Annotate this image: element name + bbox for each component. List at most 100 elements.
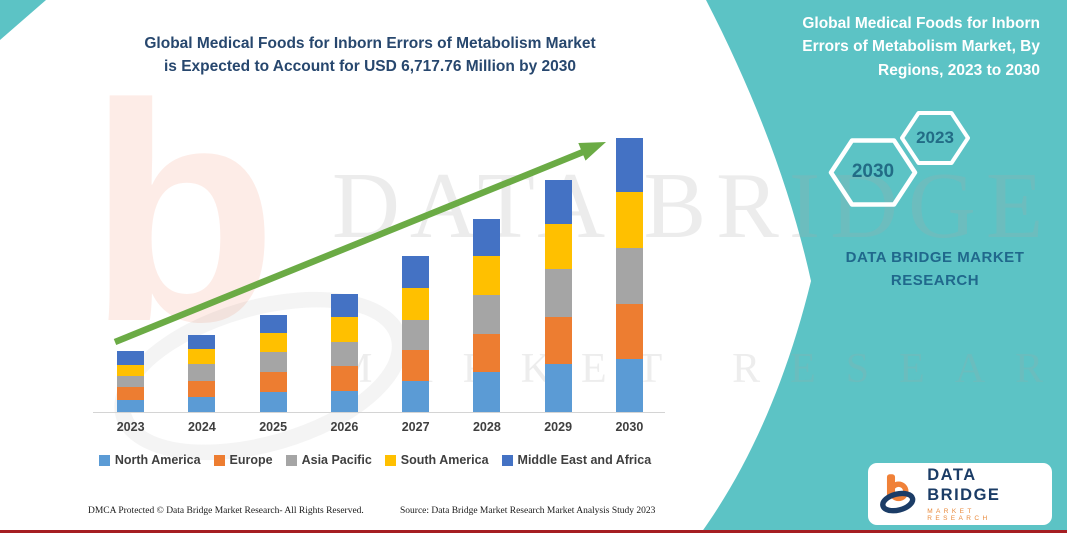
segment-2027-europe (402, 349, 430, 382)
segment-2027-south-america (402, 288, 430, 320)
legend-swatch-icon (98, 454, 110, 466)
chart-legend: North America Europe Asia Pacific South Ame… (75, 453, 675, 467)
legend-label: Asia Pacific (301, 453, 372, 467)
stacked-bar-2029 (544, 179, 572, 412)
x-axis-label-2028: 2028 (472, 420, 501, 434)
bar-slot-2024 (166, 128, 237, 412)
stacked-bar-2027 (402, 255, 430, 412)
x-axis-label-2025: 2025 (259, 420, 288, 434)
legend-swatch-icon (285, 454, 297, 466)
segment-2026-south-america (330, 317, 358, 343)
segment-2023-north-america (117, 399, 145, 412)
segment-2024-south-america (188, 349, 216, 365)
stacked-bar-2025 (259, 315, 287, 412)
hexagon-label-2023: 2023 (916, 128, 954, 147)
hexagon-label-2030: 2030 (851, 161, 895, 182)
source-notice: Source: Data Bridge Market Research Mark… (400, 506, 656, 516)
segment-2028-asia-pacific (473, 294, 501, 335)
legend-item-middle-east-and-africa: Middle East and Africa (501, 453, 652, 467)
segment-2026-north-america (330, 391, 358, 412)
logo-card-text: DATA BRIDGE MARKET RESEARCH (927, 466, 1042, 522)
legend-label: North America (114, 453, 201, 467)
bar-slot-2025 (238, 128, 309, 412)
segment-2029-south-america (544, 224, 572, 270)
side-panel-heading: Global Medical Foods for Inborn Errors o… (802, 15, 1040, 79)
bottom-accent-line (0, 530, 1067, 533)
stacked-bar-2030 (615, 137, 643, 412)
segment-2028-europe (473, 334, 501, 372)
logo-brand-subtitle: MARKET RESEARCH (927, 507, 991, 522)
segment-2023-asia-pacific (117, 375, 145, 388)
segment-2026-asia-pacific (330, 342, 358, 367)
bar-slot-2026 (309, 128, 380, 412)
stacked-bar-2023 (117, 351, 145, 412)
legend-swatch-icon (501, 454, 513, 466)
segment-2023-europe (117, 387, 145, 400)
segment-2029-north-america (544, 364, 572, 412)
segment-2028-middle-east-and-africa (473, 218, 501, 257)
stacked-bar-2028 (473, 218, 501, 412)
chart-title-line1: Global Medical Foods for Inborn Errors o… (144, 35, 596, 52)
logo-card: DATA BRIDGE MARKET RESEARCH (868, 463, 1052, 525)
segment-2024-asia-pacific (188, 364, 216, 381)
segment-2025-north-america (259, 392, 287, 412)
legend-item-asia-pacific: Asia Pacific (285, 453, 372, 467)
chart-title: Global Medical Foods for Inborn Errors o… (100, 32, 640, 79)
segment-2030-middle-east-and-africa (615, 137, 643, 193)
x-axis-label-2030: 2030 (615, 420, 644, 434)
chart-title-line2: is Expected to Account for USD 6,717.76 … (163, 58, 577, 76)
legend-swatch-icon (384, 454, 396, 466)
logo-brand-name: DATA BRIDGE (927, 466, 1001, 504)
legend-label: Middle East and Africa (517, 453, 652, 467)
x-axis-label-2029: 2029 (544, 420, 573, 434)
segment-2029-middle-east-and-africa (544, 179, 572, 225)
segment-2026-middle-east-and-africa (330, 294, 358, 318)
x-axis-label-2023: 2023 (116, 420, 145, 434)
legend-item-south-america: South America (384, 453, 489, 467)
segment-2027-middle-east-and-africa (402, 255, 430, 289)
legend-item-europe: Europe (213, 453, 273, 467)
segment-2026-europe (330, 366, 358, 392)
segment-2024-middle-east-and-africa (188, 334, 216, 350)
side-panel-brand-text: DATA BRIDGE MARKET RESEARCH (845, 249, 1025, 290)
segment-2030-north-america (615, 359, 643, 412)
bar-slot-2030 (594, 128, 665, 412)
segment-2029-asia-pacific (544, 269, 572, 318)
segment-2023-middle-east-and-africa (117, 351, 145, 365)
x-axis-line (93, 412, 665, 413)
dmca-notice: DMCA Protected © Data Bridge Market Rese… (88, 506, 364, 516)
segment-2027-north-america (402, 381, 430, 412)
bar-slot-2029 (523, 128, 594, 412)
stacked-bar-2026 (330, 294, 358, 412)
legend-label: South America (400, 453, 489, 467)
segment-2025-south-america (259, 332, 287, 352)
stacked-bar-2024 (188, 334, 216, 412)
segment-2028-north-america (473, 372, 501, 412)
segment-2025-middle-east-and-africa (259, 315, 287, 333)
segment-2025-europe (259, 372, 287, 392)
x-axis-label-2024: 2024 (187, 420, 216, 434)
segment-2030-asia-pacific (615, 248, 643, 304)
segment-2027-asia-pacific (402, 319, 430, 350)
bar-chart-plot-area (95, 128, 665, 412)
bar-slot-2028 (451, 128, 522, 412)
bar-slot-2023 (95, 128, 166, 412)
databridge-logo-icon (880, 474, 916, 514)
segment-2025-asia-pacific (259, 352, 287, 372)
year-hexagons (828, 111, 970, 207)
segment-2030-south-america (615, 192, 643, 249)
segment-2024-north-america (188, 396, 216, 412)
x-axis-label-2026: 2026 (330, 420, 359, 434)
legend-item-north-america: North America (98, 453, 201, 467)
legend-swatch-icon (213, 454, 225, 466)
segment-2029-europe (544, 317, 572, 365)
segment-2028-south-america (473, 256, 501, 295)
x-axis-labels: 2023 2024 2025 2026 2027 2028 2029 2030 (95, 420, 665, 434)
segment-2030-europe (615, 303, 643, 360)
segment-2023-south-america (117, 364, 145, 376)
legend-label: Europe (229, 453, 273, 467)
x-axis-label-2027: 2027 (401, 420, 430, 434)
hexagon-2023-shape (900, 111, 970, 165)
hexagon-2030-shape (828, 138, 918, 207)
